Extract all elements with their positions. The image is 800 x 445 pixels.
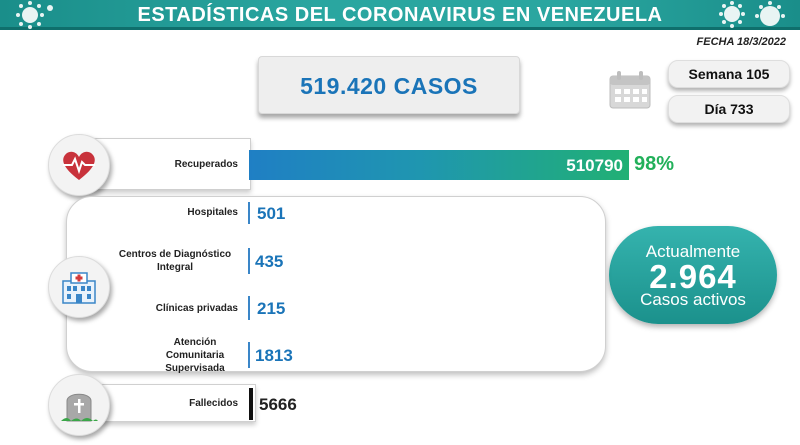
hospital-icon-circle xyxy=(48,256,110,318)
cdi-label: Centros de Diagnóstico Integral xyxy=(118,249,232,273)
cdi-value: 435 xyxy=(255,252,284,271)
heart-pulse-icon xyxy=(63,151,95,180)
virus-icon xyxy=(16,1,53,29)
separator xyxy=(248,202,250,224)
active-cases-value: 2.964 xyxy=(649,258,737,295)
hospital-icon xyxy=(62,272,96,304)
community-care-label: Atención Comunitaria Supervisada xyxy=(165,337,225,374)
active-cases-bubble: Actualmente 2.964 Casos activos xyxy=(609,226,777,324)
calendar-icon xyxy=(609,71,651,109)
recovered-percent: 98% xyxy=(634,153,675,175)
private-clinics-value: 215 xyxy=(257,299,286,318)
private-clinics-label: Clínicas privadas xyxy=(155,303,238,314)
recovered-bar: 510790 xyxy=(249,150,629,180)
header-banner: ESTADÍSTICAS DEL CORONAVIRUS EN VENEZUEL… xyxy=(0,0,800,30)
deaths-value: 5666 xyxy=(259,395,297,414)
separator xyxy=(248,248,250,274)
community-care-value: 1813 xyxy=(255,346,293,365)
separator xyxy=(249,388,253,420)
separator xyxy=(248,296,250,320)
total-cases: 519.420 CASOS xyxy=(300,73,478,99)
hospitalization-box xyxy=(66,196,606,372)
deaths-icon-circle xyxy=(48,374,110,436)
recovered-label: Recuperados xyxy=(174,159,238,170)
hospital-value: 501 xyxy=(257,204,286,223)
hospital-label: Hospitales xyxy=(187,207,238,218)
total-cases-box: 519.420 CASOS xyxy=(258,56,520,114)
page-title: ESTADÍSTICAS DEL CORONAVIRUS EN VENEZUEL… xyxy=(137,4,663,26)
active-cases-label: Casos activos xyxy=(640,290,746,309)
recovered-icon-circle xyxy=(48,134,110,196)
active-cases-caption: Actualmente xyxy=(645,242,741,261)
separator xyxy=(248,342,250,368)
day-counter: Día 733 xyxy=(668,95,790,123)
virus-icon xyxy=(719,1,785,28)
recovered-value: 510790 xyxy=(566,156,623,175)
deaths-label: Fallecidos xyxy=(189,398,238,409)
week-counter: Semana 105 xyxy=(668,60,790,88)
tombstone-icon xyxy=(61,393,98,422)
report-date: FECHA 18/3/2022 xyxy=(696,36,786,48)
